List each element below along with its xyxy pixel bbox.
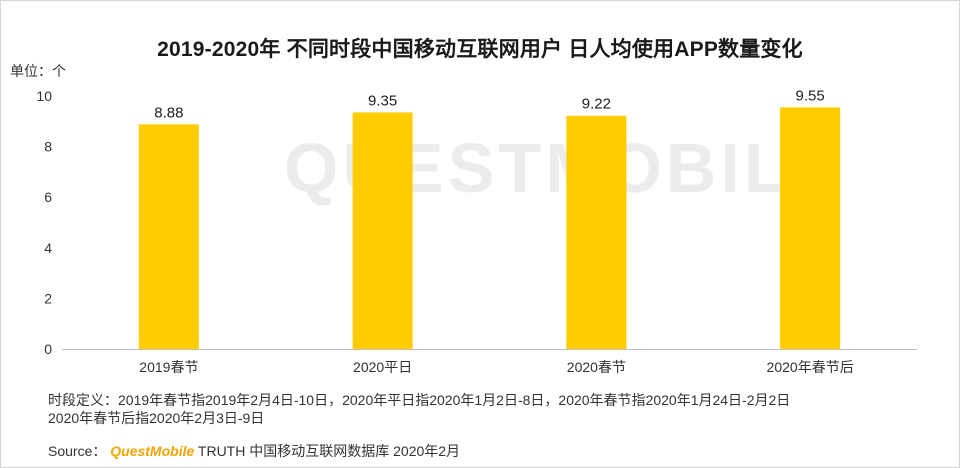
y-tick-label-4: 8	[44, 139, 52, 155]
footnote-line-2: 2020年春节后指2020年2月3日-9日	[48, 410, 265, 426]
source-brand: QuestMobile	[110, 443, 195, 459]
footnote-line-1: 时段定义：2019年春节指2019年2月4日-10日，2020年平日指2020年…	[48, 392, 791, 408]
x-tick-label-3: 2020年春节后	[767, 359, 854, 375]
bar-2	[566, 115, 627, 349]
bar-1	[352, 112, 413, 349]
y-tick-label-5: 10	[36, 88, 52, 104]
source-prefix: Source：	[48, 443, 107, 459]
x-tick-label-1: 2020平日	[353, 359, 412, 375]
data-label-0: 8.88	[154, 104, 183, 121]
y-tick-label-3: 6	[44, 189, 52, 205]
x-tick-label-0: 2019春节	[139, 359, 198, 375]
y-tick-label-2: 4	[44, 240, 52, 256]
data-label-2: 9.22	[582, 96, 611, 113]
chart-title: 2019-2020年 不同时段中国移动互联网用户 日人均使用APP数量变化	[157, 38, 803, 61]
data-label-1: 9.35	[368, 92, 397, 109]
y-tick-label-0: 0	[44, 341, 52, 357]
unit-label: 单位：个	[10, 63, 66, 79]
y-tick-label-1: 2	[44, 290, 52, 306]
source-line: Source： QuestMobile TRUTH 中国移动互联网数据库 202…	[48, 441, 460, 461]
data-label-3: 9.55	[796, 87, 825, 104]
bar-0	[138, 124, 199, 349]
x-tick-label-2: 2020春节	[567, 359, 626, 375]
bar-3	[780, 107, 841, 349]
source-rest: TRUTH 中国移动互联网数据库 2020年2月	[197, 443, 461, 459]
